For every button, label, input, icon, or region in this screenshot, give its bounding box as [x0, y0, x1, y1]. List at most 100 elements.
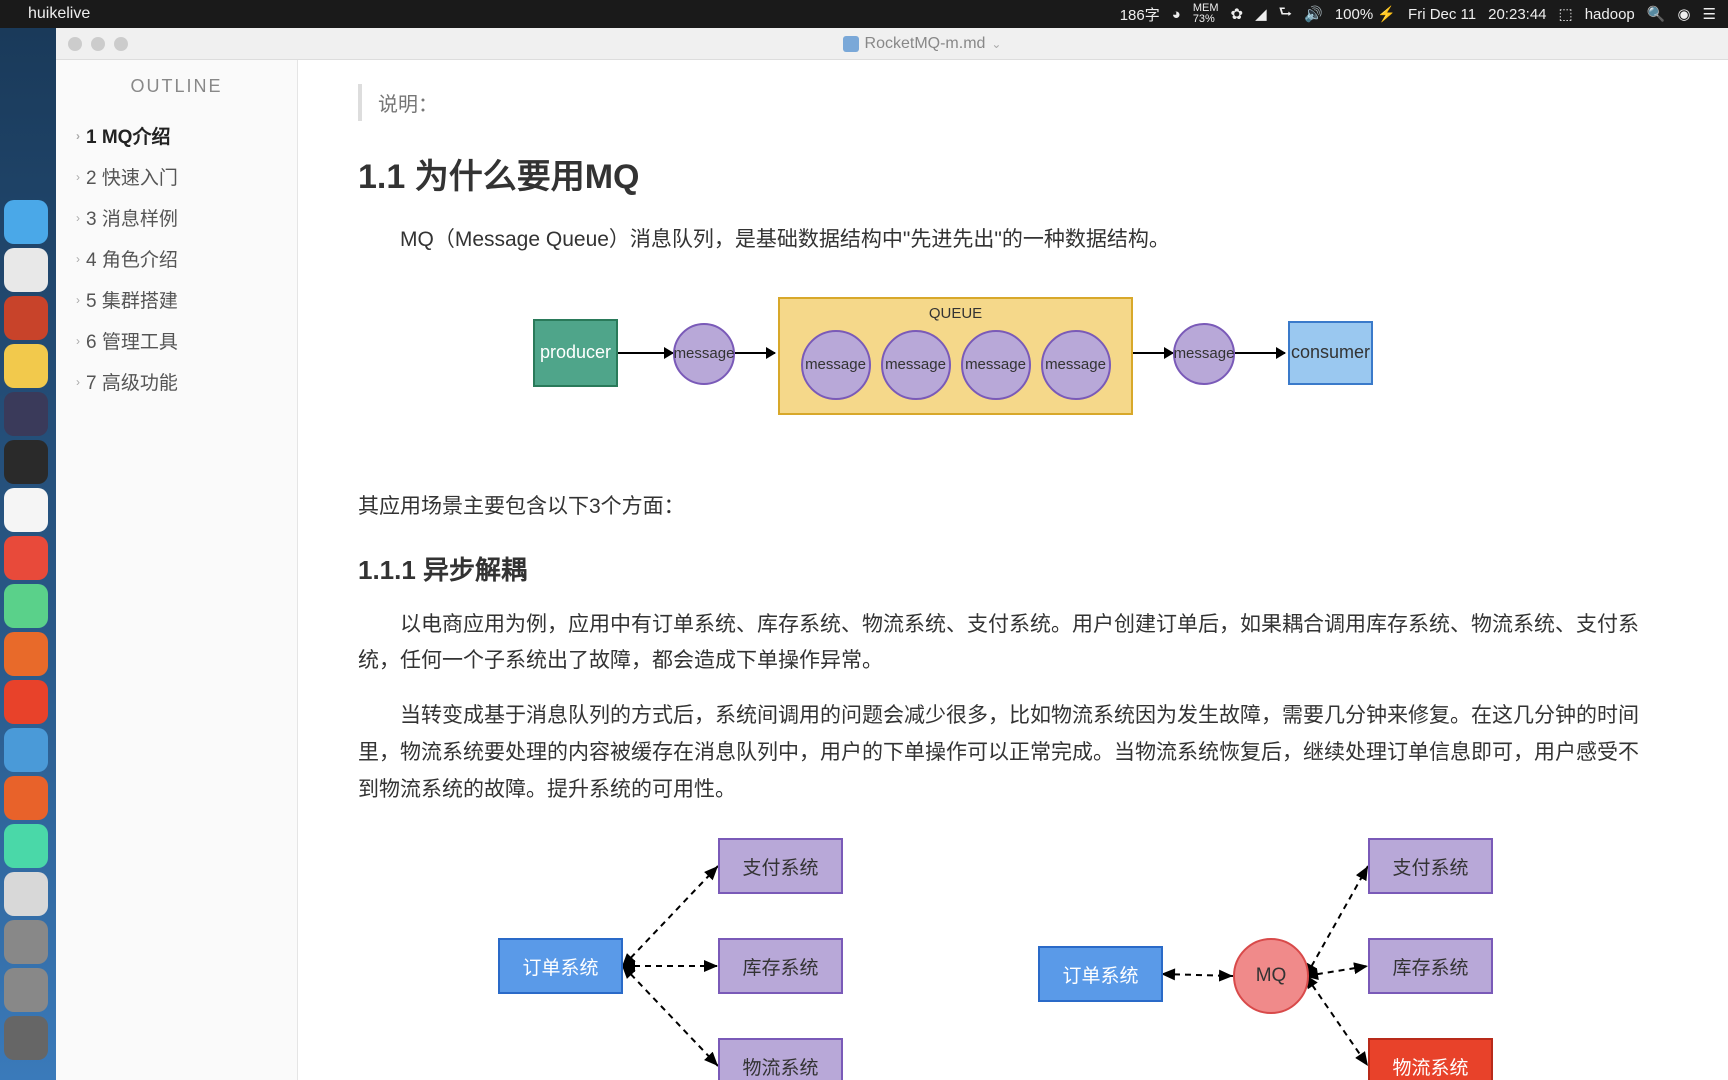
queue-diagram: producermessageQUEUEmessagemessagemessag…	[533, 279, 1473, 429]
outline-item-label: 4 角色介绍	[86, 245, 178, 272]
dock-item[interactable]	[4, 488, 48, 532]
menubar-time[interactable]: 20:23:44	[1488, 6, 1546, 23]
dock-item[interactable]	[4, 824, 48, 868]
diagram-arrow	[735, 352, 775, 354]
mq-node: MQ	[1233, 938, 1309, 1014]
menubar-date[interactable]: Fri Dec 11	[1408, 6, 1476, 23]
markdown-file-icon	[843, 36, 859, 52]
outline-item[interactable]: › 6 管理工具	[56, 320, 297, 361]
queue-message: message	[961, 330, 1031, 400]
menubar-icon[interactable]: ⬚	[1559, 5, 1573, 23]
dock-item[interactable]	[4, 728, 48, 772]
outline-item-label: 3 消息样例	[86, 204, 178, 231]
editor-window: RocketMQ-m.md ⌄ OUTLINE › 1 MQ介绍 › 2 快速入门 › 3…	[56, 28, 1728, 1080]
system-diagram-coupled: 订单系统支付系统库存系统物流系统	[498, 828, 968, 1080]
paragraph: 以电商应用为例，应用中有订单系统、库存系统、物流系统、支付系统。用户创建订单后，…	[358, 607, 1648, 681]
dock	[4, 200, 50, 1060]
outline-item[interactable]: › 3 消息样例	[56, 197, 297, 238]
clock-icon[interactable]: ◕	[1172, 6, 1181, 23]
diagram-arrow	[1133, 352, 1173, 354]
word-count: 186字	[1120, 4, 1160, 25]
dock-item[interactable]	[4, 872, 48, 916]
system-diagrams: 订单系统 支付系统库存系统物流系统 订单系统 MQ 支付系统库存系统物流系统	[358, 828, 1648, 1080]
outline-item[interactable]: › 2 快速入门	[56, 156, 297, 197]
diagram-node: producer	[533, 319, 618, 387]
dock-item[interactable]	[4, 296, 48, 340]
diagram-message-node: message	[1173, 323, 1235, 385]
battery-indicator[interactable]: 100% ⚡	[1335, 5, 1396, 23]
outline-item-label: 1 MQ介绍	[86, 122, 170, 149]
outline-item-label: 7 高级功能	[86, 368, 178, 395]
outline-item-label: 5 集群搭建	[86, 286, 178, 313]
system-diagram-mq: 订单系统 MQ 支付系统库存系统物流系统	[1038, 828, 1508, 1080]
system-node: 库存系统	[1368, 938, 1493, 994]
outline-item[interactable]: › 7 高级功能	[56, 361, 297, 402]
queue-message: message	[1041, 330, 1111, 400]
window-titlebar: RocketMQ-m.md ⌄	[56, 28, 1728, 60]
system-node: 物流系统	[718, 1038, 843, 1080]
diagram-arrow	[618, 352, 673, 354]
volume-icon[interactable]: 🔊	[1304, 5, 1323, 23]
queue-message: message	[801, 330, 871, 400]
quote-block: 说明：	[358, 84, 1648, 121]
diagram-node: consumer	[1288, 321, 1373, 385]
dock-item[interactable]	[4, 248, 48, 292]
heading-3: 1.1.1 异步解耦	[358, 550, 1648, 587]
dock-item[interactable]	[4, 776, 48, 820]
window-title[interactable]: RocketMQ-m.md ⌄	[128, 35, 1716, 53]
dock-item[interactable]	[4, 344, 48, 388]
outline-sidebar: OUTLINE › 1 MQ介绍 › 2 快速入门 › 3 消息样例 › 4 角色介绍 › 5 集…	[56, 60, 298, 1080]
dock-item[interactable]	[4, 968, 48, 1012]
chevron-right-icon: ›	[76, 211, 80, 225]
memory-indicator[interactable]: MEM73%	[1193, 3, 1219, 25]
menubar: huikelive 186字 ◕ MEM73% ✿ ◢ ⮑ 🔊 100% ⚡ F…	[0, 0, 1728, 28]
spotlight-icon[interactable]: 🔍	[1647, 5, 1666, 23]
control-center-icon[interactable]: ☰	[1703, 5, 1716, 23]
chevron-down-icon: ⌄	[991, 37, 1001, 51]
paragraph: 其应用场景主要包含以下3个方面：	[358, 489, 1648, 526]
chevron-right-icon: ›	[76, 293, 80, 307]
location-icon[interactable]: ◢	[1255, 5, 1267, 23]
dock-item[interactable]	[4, 632, 48, 676]
chevron-right-icon: ›	[76, 334, 80, 348]
app-name[interactable]: huikelive	[28, 5, 90, 23]
outline-item-label: 6 管理工具	[86, 327, 178, 354]
queue-container: QUEUEmessagemessagemessagemessage	[778, 297, 1133, 415]
chevron-right-icon: ›	[76, 170, 80, 184]
outline-item[interactable]: › 1 MQ介绍	[56, 115, 297, 156]
maximize-button[interactable]	[114, 37, 128, 51]
close-button[interactable]	[68, 37, 82, 51]
chevron-right-icon: ›	[76, 375, 80, 389]
siri-icon[interactable]: ◉	[1677, 5, 1690, 23]
wifi-icon[interactable]: ⮑	[1279, 2, 1293, 27]
diagram-arrow	[1235, 352, 1285, 354]
dock-item[interactable]	[4, 680, 48, 724]
document-content: 说明： 1.1 为什么要用MQ MQ（Message Queue）消息队列，是基…	[298, 60, 1728, 1080]
dock-item[interactable]	[4, 920, 48, 964]
queue-message: message	[881, 330, 951, 400]
dock-item[interactable]	[4, 536, 48, 580]
outline-item-label: 2 快速入门	[86, 163, 178, 190]
dock-item[interactable]	[4, 440, 48, 484]
dock-item[interactable]	[4, 1016, 48, 1060]
diagram-message-node: message	[673, 323, 735, 385]
sidebar-title: OUTLINE	[56, 76, 297, 97]
system-node: 物流系统	[1368, 1038, 1493, 1080]
chevron-right-icon: ›	[76, 129, 80, 143]
outline-item[interactable]: › 4 角色介绍	[56, 238, 297, 279]
queue-label: QUEUE	[780, 305, 1131, 322]
dock-item[interactable]	[4, 392, 48, 436]
system-node: 订单系统	[1038, 946, 1163, 1002]
traffic-lights[interactable]	[68, 37, 128, 51]
minimize-button[interactable]	[91, 37, 105, 51]
dock-item[interactable]	[4, 200, 48, 244]
outline-item[interactable]: › 5 集群搭建	[56, 279, 297, 320]
dock-item[interactable]	[4, 584, 48, 628]
system-node: 支付系统	[1368, 838, 1493, 894]
system-node: 库存系统	[718, 938, 843, 994]
menubar-user[interactable]: hadoop	[1585, 6, 1635, 23]
heading-2: 1.1 为什么要用MQ	[358, 149, 1648, 198]
system-node: 支付系统	[718, 838, 843, 894]
status-icon[interactable]: ✿	[1230, 5, 1243, 23]
chevron-right-icon: ›	[76, 252, 80, 266]
